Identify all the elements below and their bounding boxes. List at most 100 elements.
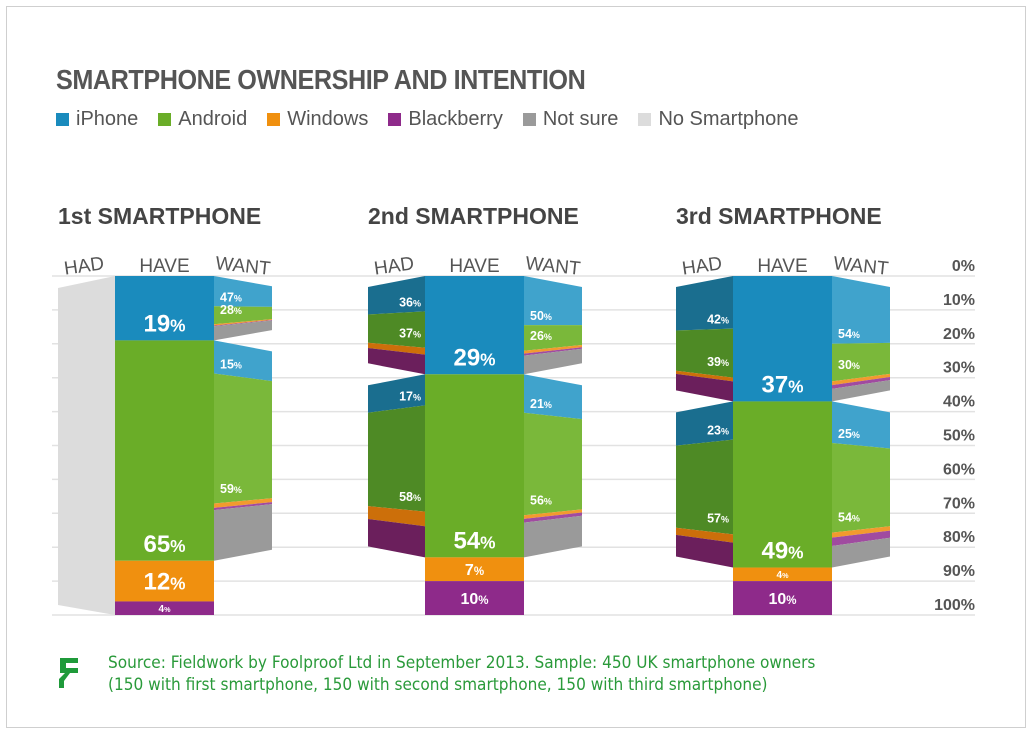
want-label-iphone: 50% <box>530 309 552 323</box>
legend-label: iPhone <box>76 108 139 130</box>
had-segment-android <box>368 311 425 348</box>
want-segment-windows <box>214 319 272 326</box>
want-segment-not-sure <box>214 504 272 561</box>
legend-item-android: Android <box>158 108 247 131</box>
had-segment-blackberry <box>368 518 425 558</box>
have-label-blackberry: 10% <box>460 591 488 608</box>
want-label-iphone: 15% <box>220 357 242 371</box>
want-segment-iphone <box>214 276 272 307</box>
had-segment-iphone <box>368 374 425 413</box>
want-label-android: 54% <box>838 510 860 524</box>
had-label-iphone: 17% <box>399 389 421 403</box>
had-label-android: 39% <box>707 355 729 369</box>
legend-swatch <box>638 113 652 126</box>
legend-item-windows: Windows <box>267 108 368 131</box>
want-segment-windows <box>524 509 582 519</box>
had-label-iphone: 23% <box>707 424 729 438</box>
want-segment-iphone <box>524 276 582 326</box>
have-bar-windows <box>733 567 832 582</box>
had-segment-android <box>368 405 425 512</box>
y-tick-label: 60% <box>943 461 975 478</box>
have-bar-android <box>425 374 524 558</box>
have-bar-iphone <box>115 276 214 341</box>
legend-label: No Smartphone <box>658 108 799 130</box>
want-label-android: 56% <box>530 493 552 507</box>
have-label-android: 54% <box>453 527 495 554</box>
had-segment-iphone <box>676 401 733 446</box>
y-tick-label: 70% <box>943 495 975 512</box>
legend-label: Windows <box>287 108 369 130</box>
want-segment-not-sure <box>524 348 582 375</box>
want-label-iphone: 25% <box>838 427 860 441</box>
column-label-have: HAVE <box>139 256 189 277</box>
chart-title: SMARTPHONE OWNERSHIP AND INTENTION <box>56 64 586 95</box>
have-bar-windows <box>115 560 214 602</box>
have-bar-blackberry <box>115 601 214 615</box>
have-label-windows: 7% <box>465 562 484 579</box>
want-segment-android <box>832 442 890 533</box>
had-segment-windows <box>368 342 425 355</box>
had-segment-windows <box>368 506 425 527</box>
want-segment-blackberry <box>832 376 890 389</box>
have-label-blackberry: 4% <box>159 604 172 615</box>
legend-swatch <box>267 113 281 126</box>
want-segment-not-sure <box>214 320 272 341</box>
have-bar-android <box>115 340 214 561</box>
source-line-2: (150 with first smartphone, 150 with sec… <box>108 675 768 694</box>
legend-item-iphone: iPhone <box>56 108 138 131</box>
legend-item-no-smartphone: No Smartphone <box>638 108 799 131</box>
want-label-iphone: 47% <box>220 290 242 304</box>
want-segment-blackberry <box>832 530 890 546</box>
legend-item-blackberry: Blackberry <box>388 108 503 131</box>
have-label-blackberry: 10% <box>768 591 796 608</box>
had-segment-windows <box>676 527 733 543</box>
had-segment-android <box>676 328 733 378</box>
want-segment-android <box>214 373 272 504</box>
have-bar-blackberry <box>733 581 832 615</box>
legend: iPhone Android Windows Blackberry Not sure No… <box>56 108 799 131</box>
had-label-android: 57% <box>707 512 729 526</box>
y-tick-label: 90% <box>943 563 975 580</box>
have-label-iphone: 37% <box>761 371 803 398</box>
y-tick-label: 10% <box>943 292 975 309</box>
have-bar-windows <box>425 557 524 582</box>
want-segment-not-sure <box>832 380 890 402</box>
had-segment-iphone <box>368 276 425 315</box>
legend-swatch <box>56 113 69 126</box>
legend-label: Not sure <box>542 108 619 130</box>
y-tick-label: 100% <box>934 597 975 614</box>
want-label-android: 59% <box>220 482 242 496</box>
y-tick-label: 40% <box>943 394 975 411</box>
had-label-iphone: 42% <box>707 313 729 327</box>
source-line-1: Source: Fieldwork by Foolproof Ltd in Se… <box>108 653 816 672</box>
had-segment-windows <box>676 370 733 382</box>
column-label-have: HAVE <box>757 256 807 277</box>
want-segment-blackberry <box>214 320 272 327</box>
had-segment-iphone <box>676 276 733 331</box>
want-segment-blackberry <box>524 347 582 356</box>
legend-label: Blackberry <box>408 108 503 130</box>
want-segment-android <box>832 342 890 382</box>
want-segment-android <box>524 325 582 351</box>
y-tick-label: 20% <box>943 326 975 343</box>
have-bar-blackberry <box>425 581 524 615</box>
infographic-frame <box>6 6 1026 728</box>
have-bar-iphone <box>733 276 832 402</box>
want-segment-windows <box>524 344 582 354</box>
want-segment-not-sure <box>524 515 582 558</box>
want-segment-not-sure <box>832 537 890 568</box>
panel-title: 3rd SMARTPHONE <box>676 203 882 229</box>
want-segment-windows <box>832 373 890 386</box>
want-segment-blackberry <box>524 512 582 523</box>
want-label-iphone: 21% <box>530 397 552 411</box>
column-label-have: HAVE <box>449 256 499 277</box>
source-note: Source: Fieldwork by Foolproof Ltd in Se… <box>108 652 815 696</box>
want-segment-iphone <box>524 374 582 420</box>
want-segment-android <box>524 412 582 516</box>
had-label-android: 58% <box>399 490 421 504</box>
want-label-android: 28% <box>220 303 242 317</box>
